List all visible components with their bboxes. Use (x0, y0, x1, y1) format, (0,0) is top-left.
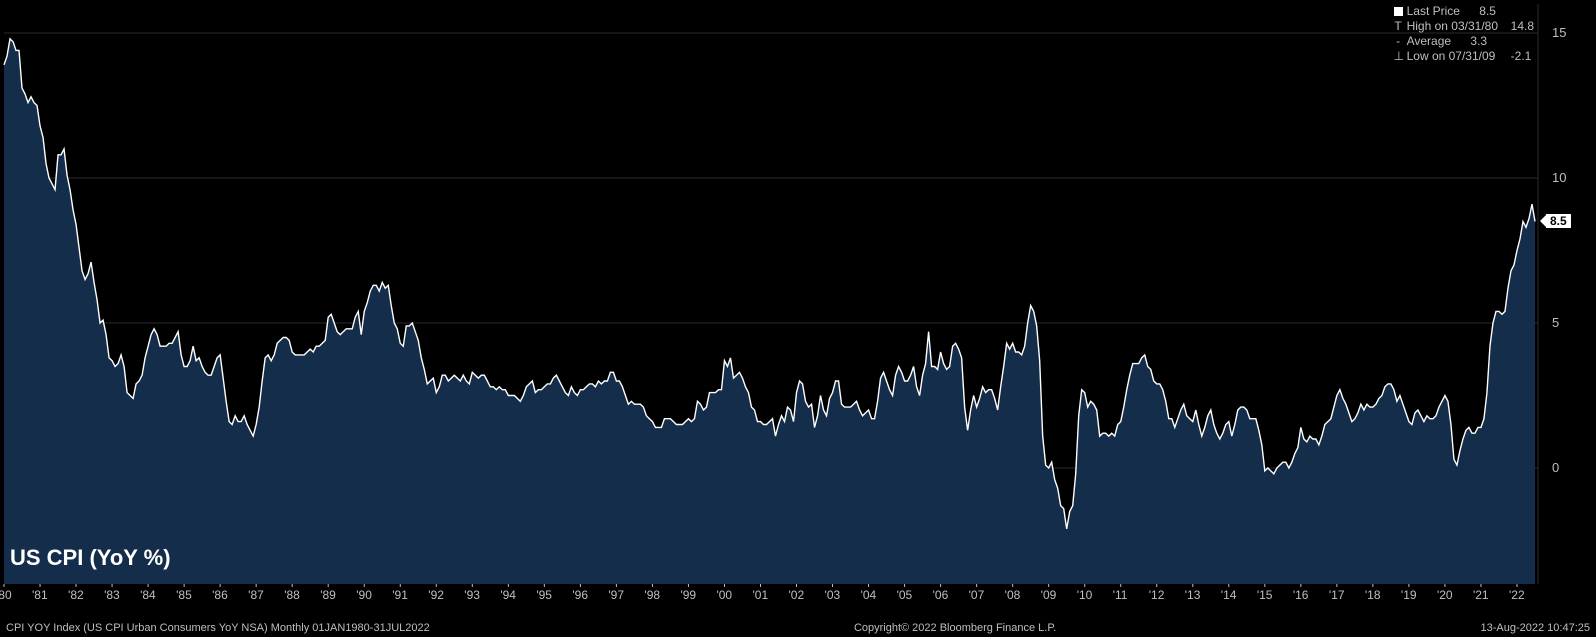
x-tick-label: '12 (1149, 588, 1165, 602)
area-chart (0, 0, 1596, 637)
legend: Last Price8.5THigh on 03/31/8014.8-Avera… (1394, 4, 1534, 64)
chart-title: US CPI (YoY %) (10, 545, 171, 571)
footer-left: CPI YOY Index (US CPI Urban Consumers Yo… (6, 622, 430, 634)
x-tick-label: '03 (825, 588, 841, 602)
x-tick-label: '98 (644, 588, 660, 602)
x-tick-label: '87 (248, 588, 264, 602)
x-tick-label: '90 (356, 588, 372, 602)
chart-root: Last Price8.5THigh on 03/31/8014.8-Avera… (0, 0, 1596, 637)
footer-right: 13-Aug-2022 10:47:25 (1481, 622, 1590, 634)
x-tick-label: '02 (789, 588, 805, 602)
x-tick-label: '91 (392, 588, 408, 602)
legend-label: High on 03/31/80 (1407, 19, 1498, 34)
x-tick-label: '96 (572, 588, 588, 602)
x-tick-label: '05 (897, 588, 913, 602)
x-tick-label: '86 (212, 588, 228, 602)
x-tick-label: '88 (284, 588, 300, 602)
x-tick-label: '95 (536, 588, 552, 602)
x-tick-label: '18 (1365, 588, 1381, 602)
y-tick-label: 5 (1552, 315, 1559, 330)
x-tick-label: '00 (716, 588, 732, 602)
legend-row: -Average 3.3 (1394, 34, 1534, 49)
x-tick-label: '16 (1293, 588, 1309, 602)
legend-row: ⊥ Low on 07/31/09 -2.1 (1394, 49, 1534, 64)
y-tick-label: 15 (1552, 25, 1566, 40)
x-tick-label: '85 (176, 588, 192, 602)
x-tick-label: '01 (752, 588, 768, 602)
last-price-flag: 8.5 (1546, 214, 1571, 228)
y-tick-label: 0 (1552, 460, 1559, 475)
x-tick-label: '84 (140, 588, 156, 602)
legend-marker-sym: T (1394, 19, 1403, 34)
x-tick-label: '10 (1077, 588, 1093, 602)
legend-value: 14.8 (1504, 19, 1534, 34)
x-tick-label: '17 (1329, 588, 1345, 602)
footer-center: Copyright© 2022 Bloomberg Finance L.P. (854, 622, 1056, 634)
legend-row: T High on 03/31/80 14.8 (1394, 19, 1534, 34)
x-tick-label: '22 (1509, 588, 1525, 602)
x-tick-label: '21 (1473, 588, 1489, 602)
legend-row: Last Price 8.5 (1394, 4, 1534, 19)
legend-marker-box (1394, 7, 1403, 16)
x-tick-label: '20 (1437, 588, 1453, 602)
x-tick-label: '06 (933, 588, 949, 602)
legend-marker-sym: - (1394, 34, 1403, 49)
x-tick-label: '97 (608, 588, 624, 602)
x-tick-label: '13 (1185, 588, 1201, 602)
x-tick-label: '89 (320, 588, 336, 602)
x-tick-label: '80 (0, 588, 12, 602)
legend-value: 3.3 (1457, 34, 1487, 49)
x-tick-label: '83 (104, 588, 120, 602)
x-tick-label: '11 (1113, 588, 1128, 602)
footer: CPI YOY Index (US CPI Urban Consumers Yo… (0, 619, 1596, 637)
x-tick-label: '09 (1041, 588, 1057, 602)
legend-label: Low on 07/31/09 (1407, 49, 1496, 64)
legend-label: Average (1407, 34, 1451, 49)
legend-value: 8.5 (1466, 4, 1496, 19)
x-tick-label: '19 (1401, 588, 1417, 602)
x-tick-label: '81 (32, 588, 48, 602)
x-tick-label: '93 (464, 588, 480, 602)
x-tick-label: '94 (500, 588, 516, 602)
x-tick-label: '08 (1005, 588, 1021, 602)
x-tick-label: '04 (861, 588, 877, 602)
legend-marker-sym: ⊥ (1394, 49, 1403, 64)
y-tick-label: 10 (1552, 170, 1566, 185)
x-tick-label: '07 (969, 588, 985, 602)
x-tick-label: '99 (680, 588, 696, 602)
x-tick-label: '15 (1257, 588, 1273, 602)
x-tick-label: '14 (1221, 588, 1237, 602)
x-tick-label: '92 (428, 588, 444, 602)
legend-value: -2.1 (1501, 49, 1531, 64)
x-tick-label: '82 (68, 588, 84, 602)
legend-label: Last Price (1407, 4, 1460, 19)
